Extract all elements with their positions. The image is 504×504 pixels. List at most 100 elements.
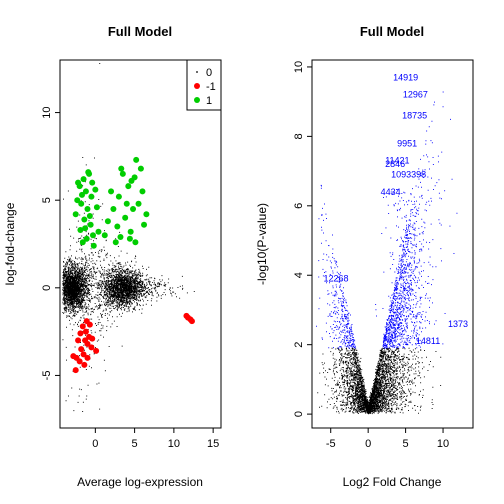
highlight-point xyxy=(93,347,100,354)
highlight-point xyxy=(115,193,122,200)
gene-label: 11421 xyxy=(385,156,409,166)
highlight-point xyxy=(122,214,129,221)
highlight-point xyxy=(89,232,96,239)
left-y-axis-label: log-fold-change xyxy=(3,202,17,285)
legend-swatch xyxy=(196,71,198,73)
highlight-point xyxy=(132,239,139,246)
highlight-point xyxy=(73,354,80,361)
x-tick-label: 10 xyxy=(168,438,180,450)
highlight-point xyxy=(86,212,93,219)
highlight-point xyxy=(80,176,87,183)
highlight-point xyxy=(78,200,85,207)
highlight-point xyxy=(125,183,132,190)
nonsignificant-points xyxy=(317,347,442,415)
gene-label: 12268 xyxy=(323,274,348,284)
highlight-point xyxy=(141,221,148,228)
legend-label: -1 xyxy=(206,81,216,93)
highlight-point xyxy=(88,344,95,351)
x-tick-label: 0 xyxy=(92,438,98,450)
highlight-point xyxy=(89,179,96,186)
right-axis-ticks: -5 0 5 10 0 2 4 6 8 10 xyxy=(293,61,449,450)
highlight-point xyxy=(137,165,144,172)
right-chart-title: Full Model xyxy=(360,24,424,39)
highlight-point xyxy=(82,188,89,195)
highlight-point xyxy=(135,200,142,207)
y-tick-label: 5 xyxy=(41,197,53,203)
gene-label: 14811 xyxy=(416,336,440,346)
black-points xyxy=(62,63,195,412)
y-tick-label: 0 xyxy=(41,285,53,291)
legend-label: 1 xyxy=(206,95,212,107)
highlight-point xyxy=(114,223,121,230)
gene-label: 4434 xyxy=(381,187,401,197)
highlight-point xyxy=(72,211,79,218)
highlight-point xyxy=(104,218,111,225)
highlight-point xyxy=(85,169,92,176)
highlight-point xyxy=(78,346,85,353)
gene-label: 1373 xyxy=(448,319,468,329)
highlight-point xyxy=(74,197,81,204)
highlight-point xyxy=(75,179,82,186)
highlight-point xyxy=(80,351,87,358)
highlight-point xyxy=(88,193,95,200)
highlight-point xyxy=(127,228,134,235)
legend-label: 0 xyxy=(206,67,212,79)
gene-label: 18735 xyxy=(402,111,427,121)
highlight-point xyxy=(110,205,117,212)
legend-swatch xyxy=(194,83,200,89)
highlight-point xyxy=(82,328,89,335)
highlight-point xyxy=(75,337,82,344)
highlight-point xyxy=(77,226,84,233)
left-x-axis-label: Average log-expression xyxy=(77,475,203,489)
highlight-point xyxy=(108,188,115,195)
x-tick-label: 5 xyxy=(403,438,409,450)
highlight-point xyxy=(119,170,126,177)
highlight-point xyxy=(128,177,135,184)
highlight-point xyxy=(89,335,96,342)
x-tick-label: -5 xyxy=(326,438,336,450)
right-point-cloud xyxy=(316,91,458,415)
highlight-point xyxy=(83,318,90,325)
legend: 0 -1 1 xyxy=(186,59,222,111)
highlight-point xyxy=(81,216,88,223)
right-panel-volcano-plot: Full Model -5 0 5 10 0 2 4 6 8 10 14919 12967 18735… xyxy=(255,24,474,489)
highlight-point xyxy=(123,200,130,207)
gene-label: 14919 xyxy=(393,72,418,82)
highlight-point xyxy=(95,228,102,235)
highlight-point xyxy=(79,239,86,246)
highlight-point xyxy=(143,211,150,218)
gene-label: 12967 xyxy=(403,90,428,100)
left-plot-frame xyxy=(59,59,222,429)
significant-points xyxy=(316,91,458,349)
highlight-point xyxy=(78,191,85,198)
x-tick-label: 5 xyxy=(132,438,138,450)
highlight-point xyxy=(183,312,190,319)
left-highlight-points xyxy=(70,156,195,374)
highlight-point xyxy=(79,323,86,330)
y-tick-label: 8 xyxy=(293,133,305,139)
x-tick-label: 10 xyxy=(437,438,449,450)
legend-swatch xyxy=(194,97,200,103)
y-tick-label: 6 xyxy=(293,203,305,209)
x-tick-label: 0 xyxy=(365,438,371,450)
highlight-point xyxy=(82,337,89,344)
highlight-point xyxy=(118,165,125,172)
right-plot-frame xyxy=(311,59,474,429)
y-tick-label: 4 xyxy=(293,272,305,278)
right-y-axis-label: -log10(P-value) xyxy=(255,203,269,285)
highlight-point xyxy=(84,354,91,361)
y-tick-label: 10 xyxy=(293,61,305,73)
y-tick-label: 10 xyxy=(41,106,53,118)
left-point-cloud xyxy=(62,63,195,412)
highlight-point xyxy=(133,156,140,163)
highlight-point xyxy=(83,235,90,242)
left-chart-title: Full Model xyxy=(108,24,172,39)
gene-label: 2846 xyxy=(385,159,405,169)
y-tick-label: 2 xyxy=(293,342,305,348)
legend-box xyxy=(186,59,222,111)
highlight-point xyxy=(82,225,89,232)
gene-label: 1093398 xyxy=(391,170,426,180)
